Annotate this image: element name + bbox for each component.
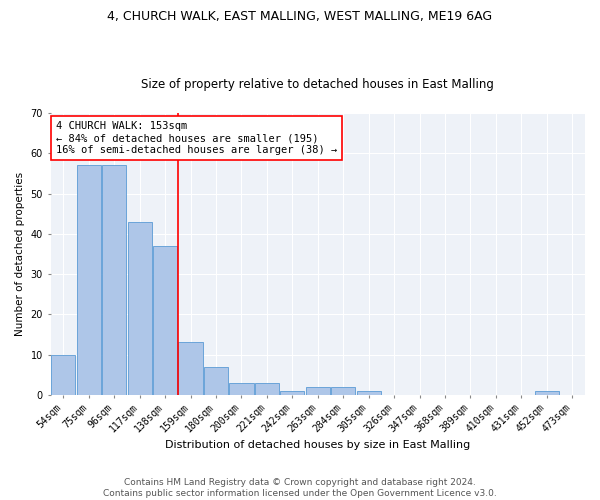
Bar <box>305 387 330 395</box>
Title: Size of property relative to detached houses in East Malling: Size of property relative to detached ho… <box>142 78 494 91</box>
Text: 4, CHURCH WALK, EAST MALLING, WEST MALLING, ME19 6AG: 4, CHURCH WALK, EAST MALLING, WEST MALLI… <box>107 10 493 23</box>
Bar <box>77 166 101 395</box>
Bar <box>255 382 279 395</box>
Bar <box>204 366 228 395</box>
Bar <box>280 391 304 395</box>
Bar <box>229 382 254 395</box>
Bar <box>128 222 152 395</box>
Text: 4 CHURCH WALK: 153sqm
← 84% of detached houses are smaller (195)
16% of semi-det: 4 CHURCH WALK: 153sqm ← 84% of detached … <box>56 122 337 154</box>
Bar <box>535 391 559 395</box>
Bar <box>331 387 355 395</box>
Y-axis label: Number of detached properties: Number of detached properties <box>15 172 25 336</box>
Bar <box>153 246 177 395</box>
Bar <box>178 342 203 395</box>
X-axis label: Distribution of detached houses by size in East Malling: Distribution of detached houses by size … <box>165 440 470 450</box>
Bar <box>102 166 126 395</box>
Bar <box>356 391 381 395</box>
Text: Contains HM Land Registry data © Crown copyright and database right 2024.
Contai: Contains HM Land Registry data © Crown c… <box>103 478 497 498</box>
Bar <box>51 354 76 395</box>
